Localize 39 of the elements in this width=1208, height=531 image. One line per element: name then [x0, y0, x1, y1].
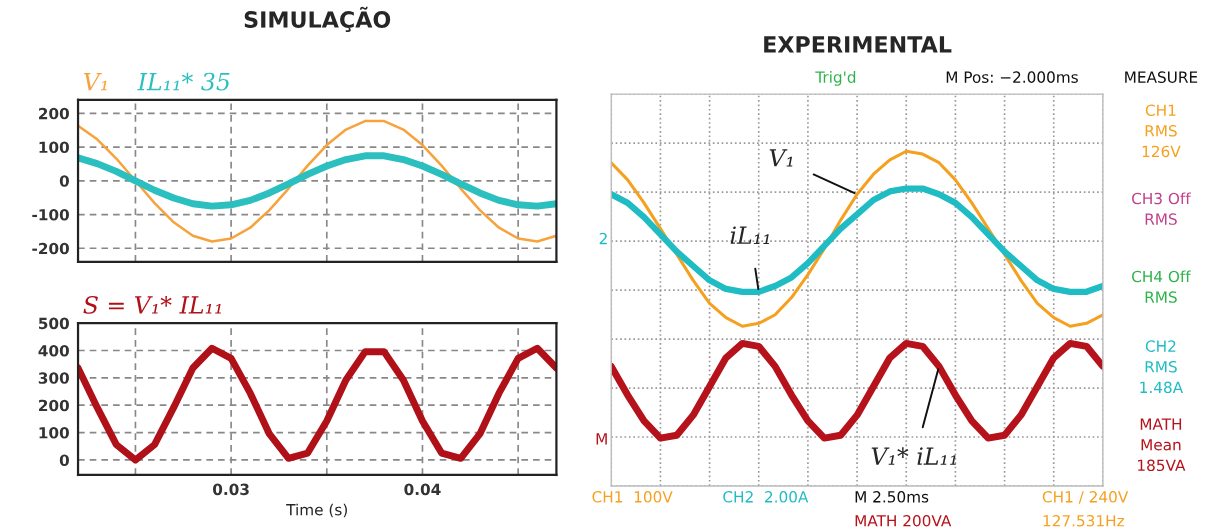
text: CH2 RMS 1.48A — [1140, 340, 1184, 394]
line-series — [78, 119, 557, 243]
annotation: V₁ — [769, 149, 793, 167]
text: CH1 RMS 126V — [1142, 104, 1181, 158]
chart-title: SIMULAÇÃO — [244, 6, 391, 32]
y-tick-label: 0 — [59, 175, 69, 187]
text: CH2 2.00A — [723, 491, 809, 503]
y-tick-label: 100 — [39, 427, 69, 439]
text: MATH 200VA — [855, 514, 952, 527]
text: Trig'd — [815, 71, 856, 86]
text: MATH Mean 185VA — [1138, 418, 1186, 472]
text: M Pos: −2.000ms — [946, 71, 1078, 83]
text: V₁* iL₁₁ — [871, 447, 956, 465]
y-tick-label: 200 — [39, 399, 69, 412]
x-axis-title: Time (s) — [286, 503, 347, 518]
text: CH1 / 240V — [1042, 491, 1129, 504]
series-label: S = V₁* IL₁₁ — [83, 295, 221, 314]
y-tick-label: 100 — [39, 141, 69, 154]
text: 127.531Hz — [1043, 514, 1124, 527]
y-tick-label: -100 — [32, 209, 69, 221]
text: M 2.50ms — [855, 491, 929, 503]
y-tick-label: 300 — [38, 372, 69, 384]
text: MEASURE — [1125, 71, 1198, 83]
annotation: iL₁₁ — [730, 226, 770, 244]
y-tick-label: -200 — [32, 242, 69, 255]
text: M — [596, 433, 607, 445]
x-tick-label: 0.03 — [213, 483, 249, 496]
y-tick-label: 400 — [38, 344, 69, 357]
chart-title: EXPERIMENTAL — [764, 36, 952, 53]
text: 2 — [599, 232, 607, 245]
text: CH1 100V — [592, 491, 673, 503]
text: IL₁₁* 35 — [137, 72, 230, 91]
y-tick-label: 500 — [38, 317, 69, 330]
series-label: V₁ — [83, 72, 107, 91]
y-tick-label: 0 — [59, 454, 69, 466]
text: CH3 Off RMS — [1132, 192, 1191, 225]
y-tick-label: 200 — [39, 107, 69, 120]
x-tick-label: 0.04 — [404, 483, 441, 496]
text: CH4 Off RMS — [1132, 270, 1191, 303]
